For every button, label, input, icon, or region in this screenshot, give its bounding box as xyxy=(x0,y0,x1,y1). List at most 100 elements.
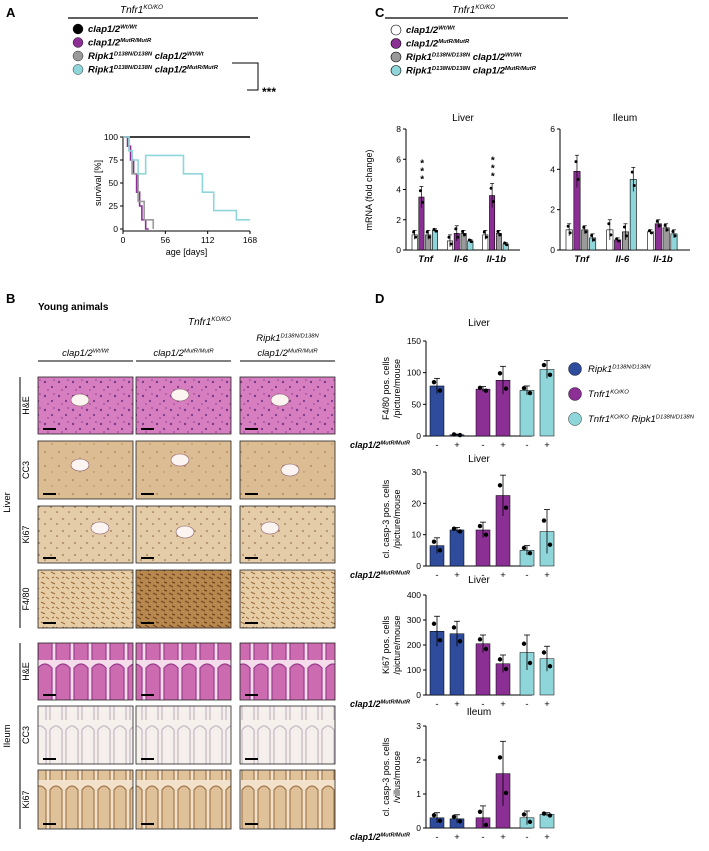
x-tick-label: 168 xyxy=(243,235,257,245)
panel-d-y-label: cl. casp-3 pos. cells xyxy=(381,479,391,558)
data-point xyxy=(521,545,527,551)
x-tick-label: 56 xyxy=(161,235,171,245)
label-main: Ripk1 xyxy=(406,66,432,77)
data-point xyxy=(584,230,588,234)
data-point xyxy=(541,811,547,816)
legend-entry: clap1/2Wt/Wt xyxy=(88,24,138,35)
data-point xyxy=(431,379,437,385)
legend-entry: Ripk1D138N/D138N xyxy=(588,364,651,375)
data-point xyxy=(491,200,495,204)
data-point xyxy=(617,239,621,243)
genotype-row-label: clap1/2MutR/MutR xyxy=(350,832,410,842)
data-point xyxy=(521,812,527,817)
data-point xyxy=(576,177,580,181)
data-point xyxy=(483,822,489,828)
y-tick-label: 4 xyxy=(396,185,401,195)
ileum-mrna-bar xyxy=(647,231,654,251)
genotype-sign: + xyxy=(544,832,550,843)
label-superscript: MutR/MutR xyxy=(184,348,214,354)
row-label: CC3 xyxy=(21,461,31,479)
data-point xyxy=(412,230,416,234)
label-superscript: D138N/D138N xyxy=(114,51,153,57)
histology-image xyxy=(239,769,336,830)
label-main: Ripk1 xyxy=(88,65,114,76)
data-point xyxy=(451,814,457,819)
histology-image xyxy=(239,505,336,564)
data-point xyxy=(489,186,493,190)
data-point xyxy=(503,505,509,510)
data-point xyxy=(665,228,669,232)
significance-stars: *** xyxy=(262,85,276,99)
legend-entry: clap1/2MutR/MutR xyxy=(88,38,152,49)
data-point xyxy=(431,621,437,626)
group-label: Ileum xyxy=(2,724,13,747)
data-point xyxy=(437,548,443,553)
y-tick-label: 6 xyxy=(396,154,401,164)
data-point xyxy=(477,809,483,815)
row-label: Ki67 xyxy=(21,790,31,808)
vessel-lumen xyxy=(170,388,190,402)
label-main: clap1/2 xyxy=(153,348,184,359)
panel-d-y-label: F4/80 pos. cells xyxy=(381,356,391,420)
data-point xyxy=(497,755,503,760)
row-label: CC3 xyxy=(21,726,31,744)
label-superscript: D138N/D138N xyxy=(656,414,695,420)
label-superscript: MutR/MutR xyxy=(120,38,152,44)
panel-b-column-header: clap1/2MutR/MutR xyxy=(153,348,214,359)
data-point xyxy=(497,657,503,662)
y-tick-label: 100 xyxy=(104,132,118,142)
y-tick-label: 0 xyxy=(396,245,401,255)
histology-image xyxy=(239,569,336,629)
panel-b-header: Tnfr1KO/KO xyxy=(188,316,231,328)
significance-bracket xyxy=(232,62,259,91)
y-tick-label: 100 xyxy=(407,665,421,675)
legend-swatch xyxy=(568,412,582,426)
data-point xyxy=(454,227,458,231)
vessel-lumen xyxy=(175,525,195,539)
y-tick-label: 0 xyxy=(416,690,421,700)
label-main: Tnfr1 xyxy=(588,389,610,400)
data-point xyxy=(427,235,431,239)
panel-d-chart-title: Liver xyxy=(468,454,490,465)
label-main: Tnfr1 xyxy=(452,5,475,16)
data-point xyxy=(649,231,653,235)
survival-curve-3 xyxy=(123,136,250,221)
data-point xyxy=(457,819,463,824)
label-main: clap1/2 xyxy=(470,52,506,63)
label-main: Ripk1 xyxy=(256,333,280,344)
category-label: Il-1b xyxy=(653,254,673,265)
legend-swatch xyxy=(72,37,84,48)
label-superscript: MutR/MutR xyxy=(381,571,410,577)
label-superscript: MutR/MutR xyxy=(381,700,410,706)
data-point xyxy=(467,238,471,242)
genotype-sign: + xyxy=(544,440,550,451)
histology-image xyxy=(37,569,134,629)
panel-d-bar xyxy=(475,388,491,437)
histology-image xyxy=(135,440,232,500)
panel-b-column-header: Ripk1D138N/D138N xyxy=(256,333,319,344)
label-superscript: KO/KO xyxy=(143,4,163,11)
label-superscript: D138N/D138N xyxy=(432,66,471,72)
data-point xyxy=(622,225,626,229)
data-point xyxy=(431,813,437,818)
panel-d-chart-title: Liver xyxy=(468,318,490,329)
category-label: Il-6 xyxy=(615,254,629,265)
label-main: clap1/2 xyxy=(62,348,93,359)
data-point xyxy=(673,234,677,238)
y-tick-label: 300 xyxy=(407,615,421,625)
genotype-sign: - xyxy=(525,699,528,710)
x-tick-label: 112 xyxy=(201,235,215,245)
y-tick-label: 400 xyxy=(407,590,421,600)
legend-entry: Ripk1D138N/D138N clap1/2Wt/Wt xyxy=(88,51,205,62)
label-superscript: MutR/MutR xyxy=(381,833,410,839)
data-point xyxy=(482,230,486,234)
label-superscript: MutR/MutR xyxy=(288,348,318,354)
label-main: clap1/2 xyxy=(350,440,381,450)
histology-image xyxy=(135,769,232,830)
label-superscript: Wt/Wt xyxy=(438,25,456,31)
data-point xyxy=(483,532,489,537)
panel-d-y-label: /picture/mouse xyxy=(392,615,402,674)
label-main: clap1/2 xyxy=(88,38,121,49)
data-point xyxy=(451,432,457,437)
legend-entry: clap1/2MutR/MutR xyxy=(406,39,470,50)
